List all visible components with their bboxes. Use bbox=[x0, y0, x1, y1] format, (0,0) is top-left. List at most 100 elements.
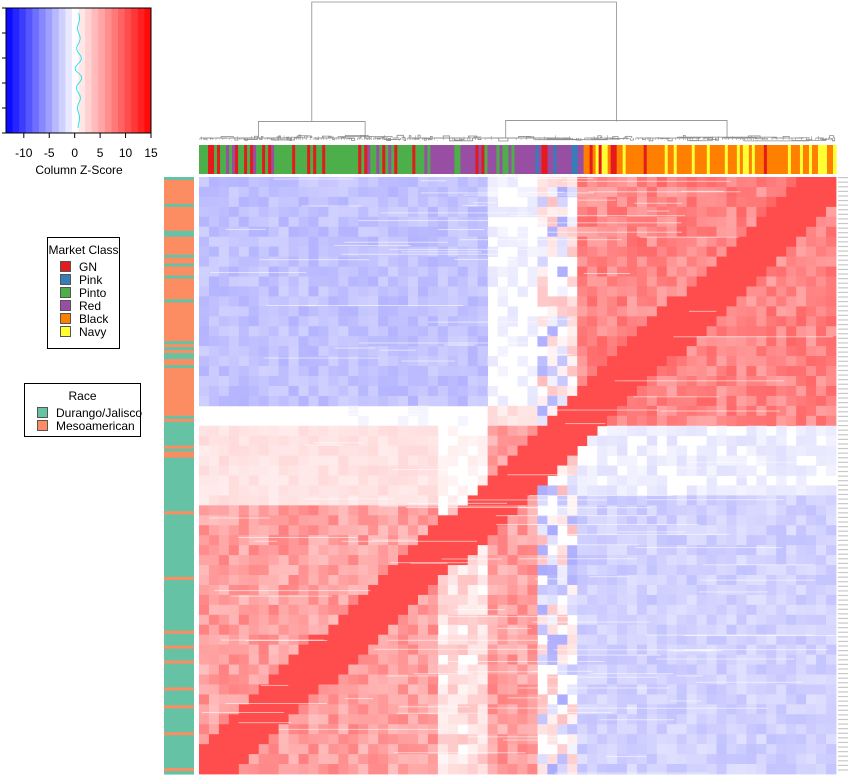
race-cell bbox=[164, 535, 194, 539]
heatmap-cell bbox=[636, 425, 648, 437]
heatmap-cell bbox=[746, 246, 757, 257]
market-class-cell bbox=[760, 145, 765, 174]
heatmap-cell bbox=[368, 594, 379, 606]
heatmap-cell bbox=[368, 614, 379, 626]
heatmap-cell bbox=[776, 455, 787, 466]
heatmap-cell bbox=[726, 326, 737, 337]
heatmap-cell bbox=[467, 644, 479, 655]
heatmap-cell bbox=[776, 186, 787, 198]
heatmap-cell bbox=[487, 515, 498, 526]
heatmap-cell bbox=[686, 395, 698, 407]
heatmap-cell bbox=[477, 694, 489, 705]
heatmap-cell bbox=[716, 525, 727, 536]
race-cell bbox=[164, 639, 194, 644]
heatmap-cell bbox=[636, 535, 648, 546]
heatmap-cell bbox=[646, 336, 658, 347]
heatmap-cell bbox=[467, 266, 479, 277]
race-cell bbox=[164, 415, 194, 420]
heatmap-cell bbox=[427, 395, 439, 407]
heatmap-cell bbox=[746, 515, 757, 526]
heatmap-cell bbox=[517, 604, 528, 616]
heatmap-cell bbox=[577, 624, 588, 636]
heatmap-cell bbox=[517, 764, 528, 775]
heatmap-cell bbox=[288, 196, 299, 208]
heatmap-cell bbox=[298, 594, 309, 606]
heatmap-cell bbox=[626, 465, 638, 476]
heatmap-cell bbox=[318, 515, 329, 526]
heatmap-cell bbox=[557, 724, 568, 735]
heatmap-cell bbox=[806, 704, 817, 715]
heatmap-cell bbox=[666, 744, 678, 755]
heatmap-cell bbox=[228, 704, 240, 715]
heatmap-cell bbox=[467, 385, 479, 397]
heatmap-streak bbox=[413, 673, 474, 675]
heatmap-cell bbox=[527, 495, 538, 506]
race-cell bbox=[164, 490, 194, 495]
heatmap-cell bbox=[577, 256, 588, 267]
heatmap-cell bbox=[597, 376, 608, 387]
heatmap-cell bbox=[656, 505, 668, 516]
heatmap-cell bbox=[378, 455, 389, 466]
heatmap-cell bbox=[726, 604, 737, 616]
heatmap-cell bbox=[368, 485, 379, 496]
heatmap-cell bbox=[617, 674, 628, 685]
heatmap-cell bbox=[318, 624, 329, 636]
heatmap-cell bbox=[368, 286, 379, 297]
heatmap-cell bbox=[417, 565, 429, 576]
market-class-cell bbox=[547, 145, 552, 174]
race-cell bbox=[164, 206, 194, 211]
heatmap-cell bbox=[706, 495, 717, 506]
heatmap-cell bbox=[427, 694, 439, 705]
heatmap-cell bbox=[706, 475, 717, 486]
heatmap-cell bbox=[417, 515, 429, 526]
heatmap-cell bbox=[368, 306, 379, 317]
heatmap-cell bbox=[557, 614, 568, 626]
heatmap-cell bbox=[199, 326, 210, 337]
heatmap-streak bbox=[379, 349, 416, 351]
heatmap-cell bbox=[726, 246, 737, 257]
heatmap-cell bbox=[686, 465, 698, 476]
heatmap-cell bbox=[358, 594, 369, 606]
heatmap-cell bbox=[826, 535, 837, 546]
heatmap-cell bbox=[487, 475, 498, 486]
heatmap-cell bbox=[617, 555, 628, 566]
heatmap-cell bbox=[288, 455, 299, 466]
market-class-cell bbox=[346, 145, 350, 174]
heatmap-cell bbox=[288, 485, 299, 496]
heatmap-cell bbox=[457, 286, 469, 297]
heatmap-cell bbox=[238, 654, 250, 665]
heatmap-cell bbox=[248, 356, 260, 367]
heatmap-cell bbox=[736, 714, 747, 725]
race-cell bbox=[164, 600, 194, 605]
heatmap-cell bbox=[726, 714, 737, 725]
race-cell bbox=[164, 230, 194, 235]
heatmap-cell bbox=[746, 395, 757, 407]
heatmap-cell bbox=[467, 276, 479, 287]
heatmap-cell bbox=[218, 545, 230, 556]
heatmap-cell bbox=[208, 385, 220, 397]
heatmap-cell bbox=[288, 306, 299, 317]
market-class-cell bbox=[394, 145, 398, 174]
heatmap-cell bbox=[487, 764, 498, 775]
heatmap-cell bbox=[587, 704, 598, 715]
heatmap-cell bbox=[417, 684, 429, 695]
heatmap-cell bbox=[427, 385, 439, 397]
race-cell bbox=[164, 696, 194, 700]
heatmap-cell bbox=[656, 674, 668, 685]
heatmap-cell bbox=[756, 475, 767, 486]
heatmap-cell bbox=[348, 385, 359, 397]
heatmap-cell bbox=[517, 545, 528, 556]
dendrogram-branch bbox=[243, 138, 258, 140]
heatmap-cell bbox=[228, 555, 240, 566]
heatmap-cell bbox=[567, 714, 578, 725]
heatmap-cell bbox=[676, 356, 688, 367]
heatmap-cell bbox=[348, 346, 359, 357]
heatmap-cell bbox=[437, 485, 449, 496]
heatmap-cell bbox=[218, 654, 230, 665]
heatmap-cell bbox=[447, 395, 459, 407]
heatmap-cell bbox=[288, 754, 299, 765]
heatmap-cell bbox=[776, 266, 787, 277]
heatmap-cell bbox=[776, 356, 787, 367]
heatmap-cell bbox=[238, 525, 250, 536]
row-label-mark bbox=[838, 420, 848, 422]
